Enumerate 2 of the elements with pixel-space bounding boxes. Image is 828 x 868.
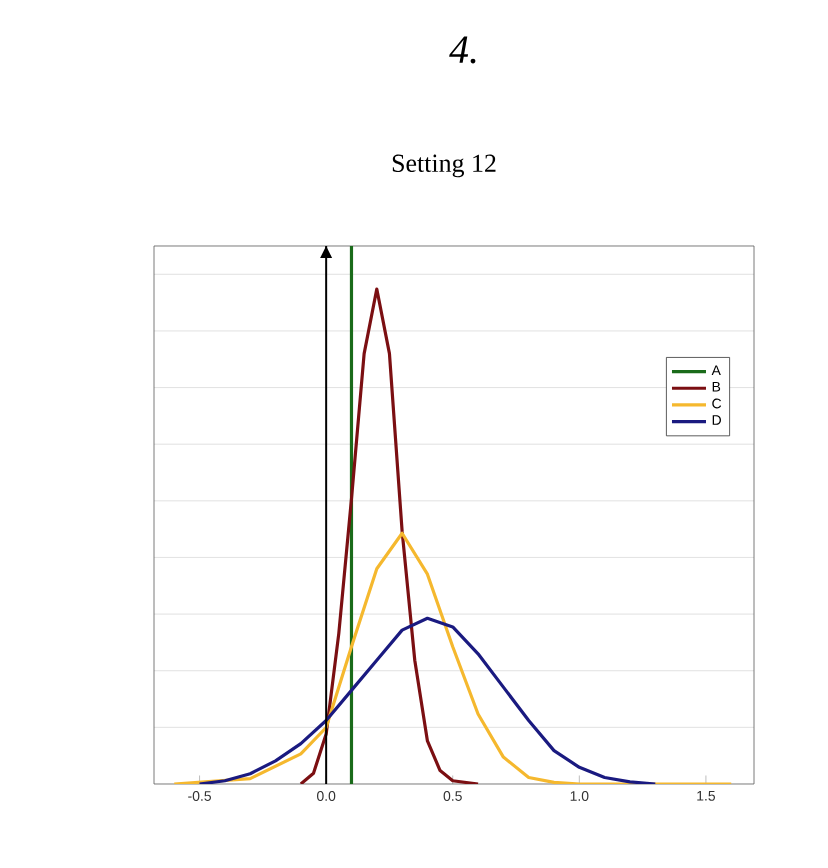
- text: 4.: [449, 36, 476, 64]
- chart-title: Setting 12: [392, 154, 496, 178]
